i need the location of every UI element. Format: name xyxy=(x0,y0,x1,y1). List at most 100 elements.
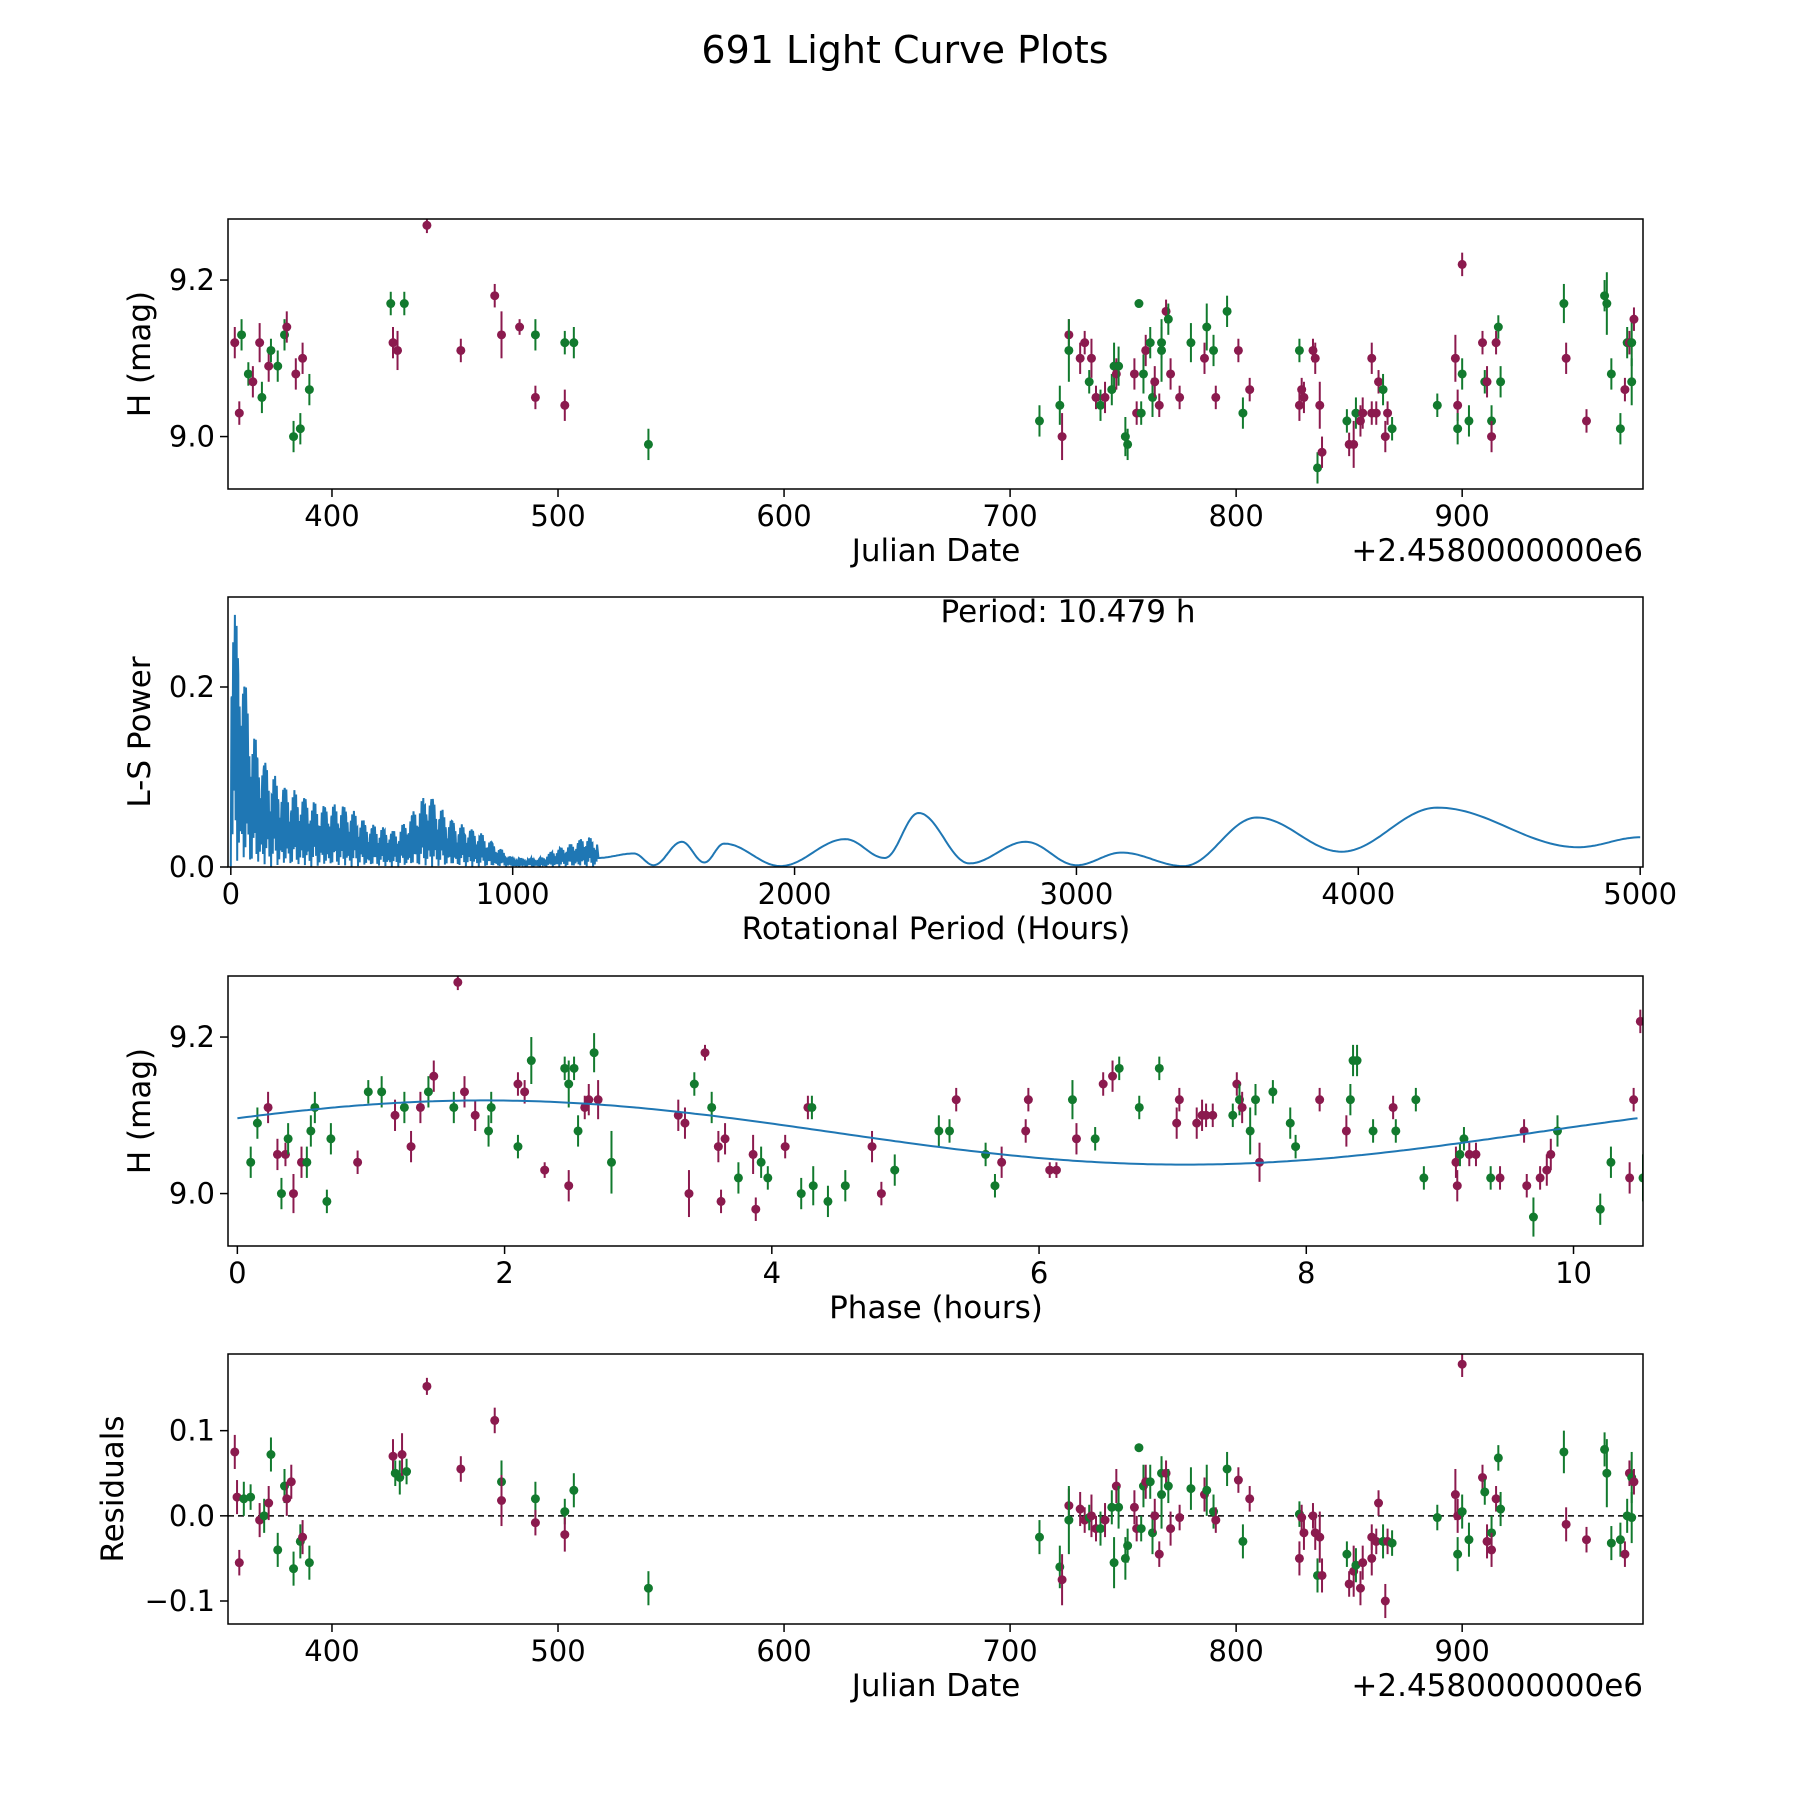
phase-point xyxy=(1108,1071,1118,1081)
lightcurve-point xyxy=(1166,369,1176,379)
phase-point xyxy=(1391,1126,1401,1136)
residuals-point xyxy=(239,1494,249,1504)
phase-x-tick-label: 0 xyxy=(228,1256,246,1290)
lightcurve-point xyxy=(1602,299,1612,309)
residuals-x-tick-label: 400 xyxy=(304,1634,359,1668)
lightcurve-point xyxy=(1371,408,1381,418)
lightcurve-point xyxy=(1064,345,1074,355)
residuals-point xyxy=(456,1464,466,1474)
residuals-point xyxy=(1480,1487,1490,1497)
phase-point xyxy=(1251,1095,1261,1105)
residuals-point xyxy=(1620,1549,1630,1559)
phase-x-axis-label: Phase (hours) xyxy=(829,1290,1043,1326)
periodogram-annotation: Period: 10.479 h xyxy=(941,594,1196,630)
residuals-point xyxy=(1627,1513,1637,1523)
phase-point xyxy=(823,1196,833,1206)
phase-point xyxy=(272,1149,282,1159)
periodogram-frame xyxy=(227,596,1644,868)
residuals-point xyxy=(298,1532,308,1542)
phase-point xyxy=(934,1126,944,1136)
phase-point xyxy=(415,1102,425,1112)
phase-point xyxy=(377,1087,387,1097)
lightcurve-point xyxy=(1620,385,1630,395)
residuals-point xyxy=(234,1558,244,1568)
residuals-point xyxy=(1344,1579,1354,1589)
residuals-point xyxy=(388,1451,398,1461)
phase-point xyxy=(945,1126,955,1136)
residuals-point xyxy=(1136,1524,1146,1534)
periodogram-panel xyxy=(220,596,1644,875)
phase-point xyxy=(1486,1173,1496,1183)
lightcurve-point xyxy=(1315,400,1325,410)
lightcurve-point xyxy=(1114,361,1124,371)
lightcurve-point xyxy=(490,291,500,301)
phase-point xyxy=(606,1157,616,1167)
residuals-point xyxy=(1464,1535,1474,1545)
residuals-point xyxy=(1166,1524,1176,1534)
lightcurve-point xyxy=(1387,424,1397,434)
lightcurve-point xyxy=(230,338,240,348)
phase-point xyxy=(1606,1157,1616,1167)
figure-title: 691 Light Curve Plots xyxy=(701,28,1108,72)
lightcurve-point xyxy=(1493,322,1503,332)
residuals-point xyxy=(286,1477,296,1487)
residuals-point xyxy=(1129,1502,1139,1512)
phase-point xyxy=(584,1095,594,1105)
phase-point xyxy=(1114,1063,1124,1073)
lightcurve-point xyxy=(530,330,540,340)
lightcurve-point xyxy=(1222,306,1232,316)
residuals-point xyxy=(1629,1477,1639,1487)
lightcurve-point xyxy=(1209,345,1219,355)
lightcurve-y-tick-label: 9.0 xyxy=(169,420,215,454)
phase-point xyxy=(263,1102,273,1112)
phase-point xyxy=(1228,1110,1238,1120)
residuals-point xyxy=(560,1530,570,1540)
lightcurve-point xyxy=(1134,299,1144,309)
phase-point xyxy=(1546,1149,1556,1159)
residuals-point xyxy=(246,1492,256,1502)
lightcurve-x-tick-label: 600 xyxy=(756,499,811,533)
lightcurve-point xyxy=(1233,345,1243,355)
phase-point xyxy=(1464,1149,1474,1159)
phase-point xyxy=(756,1157,766,1167)
lightcurve-point xyxy=(257,392,267,402)
periodogram-x-tick-label: 5000 xyxy=(1603,877,1677,911)
phase-point xyxy=(1625,1173,1635,1183)
phase-point xyxy=(1237,1102,1247,1112)
lightcurve-point xyxy=(1186,338,1196,348)
phase-point xyxy=(564,1181,574,1191)
lightcurve-point xyxy=(386,299,396,309)
lightcurve-point xyxy=(1378,385,1388,395)
residuals-point xyxy=(497,1495,507,1505)
residuals-point xyxy=(402,1467,412,1477)
phase-point xyxy=(1638,1173,1643,1183)
lightcurve-point xyxy=(1084,377,1094,387)
phase-point xyxy=(306,1126,316,1136)
residuals-point xyxy=(569,1485,579,1495)
residuals-frame xyxy=(227,1353,1644,1625)
residuals-point xyxy=(1374,1498,1384,1508)
phase-panel xyxy=(220,975,1644,1254)
residuals-point xyxy=(1561,1519,1571,1529)
residuals-point xyxy=(1154,1549,1164,1559)
lightcurve-point xyxy=(1313,463,1323,473)
residuals-point xyxy=(1238,1536,1248,1546)
phase-point xyxy=(796,1189,806,1199)
lightcurve-point xyxy=(643,439,653,449)
phase-point xyxy=(751,1204,761,1214)
lightcurve-point xyxy=(1606,369,1616,379)
phase-point xyxy=(406,1142,416,1152)
residuals-point xyxy=(643,1583,653,1593)
phase-point xyxy=(1245,1126,1255,1136)
lightcurve-point xyxy=(264,361,274,371)
lightcurve-x-tick-label: 500 xyxy=(530,499,585,533)
phase-point xyxy=(1352,1056,1362,1066)
lightcurve-point xyxy=(1629,314,1639,324)
lightcurve-point xyxy=(1627,338,1637,348)
phase-point xyxy=(1315,1095,1325,1105)
residuals-point xyxy=(1075,1504,1085,1514)
residuals-point xyxy=(282,1494,292,1504)
lightcurve-frame xyxy=(227,218,1644,490)
lightcurve-point xyxy=(560,338,570,348)
